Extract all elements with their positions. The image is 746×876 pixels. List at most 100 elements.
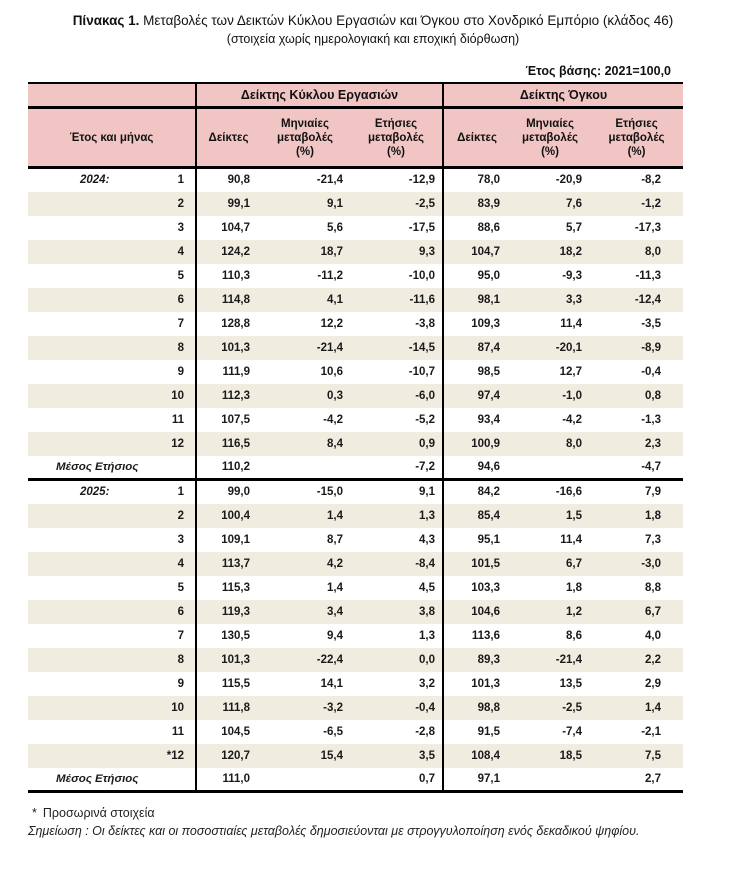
table-row: 10 111,8 -3,2 -0,4 98,8 -2,5 1,4 <box>28 695 684 720</box>
volume-annual-change-cell: 2,7 <box>590 767 684 794</box>
annual-average-label: Μέσος Ετήσιος <box>56 772 139 785</box>
turnover-monthly-change-cell: -21,4 <box>316 174 343 187</box>
turnover-monthly-change-cell: 8,7 <box>327 533 343 546</box>
month-label: 3 <box>177 533 184 546</box>
turnover-annual-change-cell: 9,1 <box>419 486 436 499</box>
volume-monthly-change-cell: 18,5 <box>510 743 591 768</box>
turnover-index-cell: 99,0 <box>195 479 260 504</box>
volume-index-cell: 101,3 <box>442 671 511 696</box>
turnover-annual-change-cell: 0,7 <box>350 767 444 794</box>
table-row: 4 113,7 4,2 -8,4 101,5 6,7 -3,0 <box>28 551 684 576</box>
volume-index-header: Δείκτες <box>442 107 511 170</box>
period-cell: 6 <box>28 599 196 624</box>
volume-monthly-change-cell: 1,8 <box>566 581 583 594</box>
table-title-text: Μεταβολές των Δεικτών Κύκλου Εργασιών κα… <box>139 13 674 28</box>
volume-index-cell: 108,4 <box>442 743 511 768</box>
turnover-monthly-change-cell <box>260 455 350 482</box>
volume-monthly-change-cell: -21,4 <box>510 647 591 672</box>
turnover-annual-change-cell: -17,5 <box>408 221 436 234</box>
volume-monthly-change-cell: 13,5 <box>559 677 583 690</box>
volume-annual-change-cell: -2,1 <box>641 725 662 738</box>
table-row: 6 114,8 4,1 -11,6 98,1 3,3 -12,4 <box>28 287 684 312</box>
turnover-annual-change-cell: 1,3 <box>350 503 444 528</box>
volume-annual-change-cell: -17,3 <box>634 221 662 234</box>
turnover-monthly-change-cell: 14,1 <box>320 677 343 690</box>
turnover-annual-change-cell: -10,7 <box>408 365 436 378</box>
turnover-annual-change-cell: 9,3 <box>350 239 444 264</box>
month-label: 7 <box>177 317 184 330</box>
table-row: 5 110,3 -11,2 -10,0 95,0 -9,3 -11,3 <box>28 263 683 288</box>
volume-index-cell: 78,0 <box>442 167 511 192</box>
volume-annual-change-cell: -8,2 <box>641 174 662 187</box>
turnover-monthly-change-cell: -15,0 <box>316 486 343 499</box>
volume-monthly-change-cell: -4,2 <box>562 413 583 426</box>
volume-annual-change-cell: 1,8 <box>590 503 684 528</box>
month-label: 8 <box>177 341 184 354</box>
turnover-annual-change-header: Ετήσιες μεταβολές (%) <box>350 107 444 170</box>
volume-monthly-change-cell: 11,4 <box>560 533 583 546</box>
volume-index-cell: 89,3 <box>442 647 511 672</box>
period-cell: 2 <box>28 191 196 216</box>
table-row: 10 112,3 0,3 -6,0 97,4 -1,0 0,8 <box>28 383 684 408</box>
volume-annual-change-cell: -0,4 <box>641 365 662 378</box>
turnover-index-cell: 99,1 <box>195 191 260 216</box>
volume-index-cell: 101,5 <box>442 551 511 576</box>
turnover-annual-change-cell: 0,9 <box>350 431 444 456</box>
month-label: 2 <box>177 197 184 210</box>
month-label: 11 <box>171 725 184 738</box>
period-cell: 10 <box>28 695 196 720</box>
volume-index-cell: 91,5 <box>442 719 511 744</box>
turnover-monthly-change-cell: 10,6 <box>320 365 343 378</box>
volume-index-cell: 98,1 <box>442 287 511 312</box>
turnover-index-cell: 124,2 <box>195 239 260 264</box>
turnover-annual-change-cell: -3,8 <box>415 317 436 330</box>
period-cell: 3 <box>28 528 196 552</box>
column-header-row: Έτος και μήνας Δείκτες Μηνιαίες μεταβολέ… <box>28 107 684 170</box>
period-cell: 9 <box>28 672 196 696</box>
turnover-annual-change-cell: 4,3 <box>419 533 436 546</box>
month-label: 5 <box>177 581 184 594</box>
volume-index-cell: 87,4 <box>442 335 511 360</box>
turnover-index-cell: 112,3 <box>195 383 260 408</box>
turnover-index-cell: 113,7 <box>195 551 260 576</box>
turnover-annual-change-cell: -0,4 <box>350 695 444 720</box>
volume-monthly-change-cell: 5,7 <box>566 221 583 234</box>
turnover-monthly-change-cell: 9,1 <box>260 191 350 216</box>
volume-index-cell: 88,6 <box>442 215 511 240</box>
period-cell: 7 <box>28 624 196 648</box>
volume-annual-change-cell: 2,3 <box>590 431 684 456</box>
turnover-index-cell: 100,4 <box>195 503 260 528</box>
volume-index-cell: 104,7 <box>442 239 511 264</box>
period-cell: 2024: 1 <box>28 168 196 192</box>
asterisk-marker: * <box>32 806 37 821</box>
corner-cell <box>28 82 196 110</box>
month-label: 1 <box>177 174 184 187</box>
volume-monthly-change-cell <box>510 767 591 794</box>
turnover-index-cell: 104,7 <box>195 215 260 240</box>
page-title: Πίνακας 1. Μεταβολές των Δεικτών Κύκλου … <box>0 12 746 30</box>
turnover-index-cell: 110,3 <box>195 263 260 288</box>
turnover-monthly-change-cell: 5,6 <box>327 221 343 234</box>
volume-monthly-change-cell: -7,4 <box>562 725 583 738</box>
volume-annual-change-cell: -12,4 <box>590 287 684 312</box>
turnover-index-cell: 111,0 <box>195 767 260 794</box>
turnover-annual-change-cell: 4,5 <box>419 581 436 594</box>
turnover-index-cell: 107,5 <box>195 407 260 432</box>
volume-index-cell: 83,9 <box>442 191 511 216</box>
turnover-annual-change-cell: -5,2 <box>415 413 436 426</box>
turnover-annual-change-cell: -12,9 <box>408 174 436 187</box>
turnover-annual-change-cell: -8,4 <box>350 551 444 576</box>
volume-annual-change-cell: -1,2 <box>590 191 684 216</box>
volume-index-cell: 98,5 <box>442 359 511 384</box>
volume-index-cell: 85,4 <box>442 503 511 528</box>
volume-monthly-change-cell: -20,9 <box>555 174 583 187</box>
annual-average-row: Μέσος Ετήσιος 110,2 -7,2 94,6 -4,7 <box>28 455 684 482</box>
table-body: 2024: 1 90,8 -21,4 -12,9 78,0 -20,9 -8,2 2 99,1 9,… <box>28 167 684 794</box>
volume-annual-change-cell: -11,3 <box>635 269 662 282</box>
group-header-row: Δείκτης Κύκλου Εργασιών Δείκτης Όγκου <box>28 82 684 110</box>
volume-index-cell: 97,1 <box>442 767 511 794</box>
table-row: 2024: 1 90,8 -21,4 -12,9 78,0 -20,9 -8,2 <box>28 167 683 192</box>
table-row: 2025: 1 99,0 -15,0 9,1 84,2 -16,6 7,9 <box>28 479 683 504</box>
month-label: 10 <box>171 389 184 402</box>
